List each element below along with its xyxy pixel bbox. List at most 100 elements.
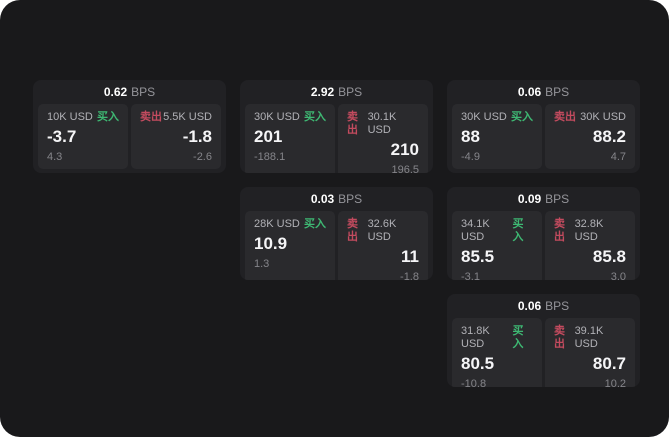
buy-change-value: -188.1 [254,151,286,163]
sell-size-label: 5.5K USD [163,111,212,123]
quote-card: 0.03 BPS 28K USD 买入 10.9 1.3 卖出 32.6K US… [240,187,433,280]
bps-unit-label: BPS [338,85,363,99]
buy-sell-panels: 31.8K USD 买入 80.5 -10.8 卖出 39.1K USD 80.… [447,318,640,387]
buy-sell-panels: 34.1K USD 买入 85.5 -3.1 卖出 32.8K USD 85.8… [447,211,640,280]
sell-panel[interactable]: 卖出 30.1K USD 210 196.5 [338,104,428,173]
buy-badge: 买入 [304,218,326,230]
sell-size-label: 32.8K USD [574,218,604,243]
sell-size-label: 30K USD [580,111,626,123]
sell-badge: 卖出 [347,111,358,136]
sell-size-label: 30.1K USD [367,111,397,136]
buy-label-row: 28K USD 买入 [254,218,326,231]
buy-label-row: 10K USD 买入 [47,111,119,124]
sell-panel[interactable]: 卖出 5.5K USD -1.8 -2.6 [131,104,221,169]
buy-panel[interactable]: 28K USD 买入 10.9 1.3 [245,211,335,280]
buy-change-value: 4.3 [47,151,63,163]
sell-price-value: 88.2 [592,127,626,146]
buy-price-value: 10.9 [254,234,288,253]
sell-badge: 卖出 [554,111,576,123]
buy-badge: 买入 [512,218,524,243]
bps-value: 0.03 [310,192,335,206]
bps-header: 0.06 BPS [447,294,640,318]
sell-price-value: -1.8 [182,127,212,146]
buy-label-row: 34.1K USD 买入 [461,218,533,244]
buy-label-row: 30K USD 买入 [254,111,326,124]
bps-value: 0.06 [517,85,542,99]
sell-price-value: 11 [401,247,419,266]
bps-value: 2.92 [310,85,335,99]
buy-badge: 买入 [304,111,326,123]
bps-header: 2.92 BPS [240,80,433,104]
buy-label-row: 30K USD 买入 [461,111,533,124]
sell-label-row: 卖出 32.8K USD [554,218,626,244]
buy-badge: 买入 [512,325,524,350]
sell-change-value: 196.5 [391,164,419,173]
buy-size-label: 34.1K USD [461,218,490,243]
buy-label-row: 31.8K USD 买入 [461,325,533,351]
buy-change-value: -4.9 [461,151,480,163]
quote-card-grid: 0.62 BPS 10K USD 买入 -3.7 4.3 卖出 5.5K USD [33,80,640,387]
buy-price-value: 85.5 [461,247,495,266]
bps-unit-label: BPS [338,192,363,206]
buy-panel[interactable]: 10K USD 买入 -3.7 4.3 [38,104,128,169]
quote-card: 0.06 BPS 30K USD 买入 88 -4.9 卖出 30K USD [447,80,640,173]
buy-panel[interactable]: 31.8K USD 买入 80.5 -10.8 [452,318,542,387]
quote-card: 0.62 BPS 10K USD 买入 -3.7 4.3 卖出 5.5K USD [33,80,226,173]
quote-card: 0.09 BPS 34.1K USD 买入 85.5 -3.1 卖出 32.8K… [447,187,640,280]
bps-value: 0.06 [517,299,542,313]
sell-change-value: 10.2 [604,378,626,387]
sell-label-row: 卖出 39.1K USD [554,325,626,351]
sell-panel[interactable]: 卖出 32.8K USD 85.8 3.0 [545,211,635,280]
buy-price-value: -3.7 [47,127,77,146]
sell-size-label: 32.6K USD [367,218,397,243]
sell-change-value: 3.0 [610,271,626,280]
sell-panel[interactable]: 卖出 30K USD 88.2 4.7 [545,104,635,169]
buy-change-value: 1.3 [254,258,270,270]
sell-badge: 卖出 [554,325,565,350]
bps-header: 0.62 BPS [33,80,226,104]
sell-panel[interactable]: 卖出 32.6K USD 11 -1.8 [338,211,428,280]
bps-unit-label: BPS [545,299,570,313]
buy-price-value: 88 [461,127,480,146]
sell-label-row: 卖出 5.5K USD [140,111,212,124]
quote-card: 0.06 BPS 31.8K USD 买入 80.5 -10.8 卖出 39.1… [447,294,640,387]
bps-unit-label: BPS [545,192,570,206]
sell-badge: 卖出 [347,218,358,243]
sell-change-value: -1.8 [400,271,419,280]
bps-unit-label: BPS [545,85,570,99]
buy-badge: 买入 [97,111,119,123]
sell-label-row: 卖出 30K USD [554,111,626,124]
buy-panel[interactable]: 30K USD 买入 201 -188.1 [245,104,335,173]
sell-panel[interactable]: 卖出 39.1K USD 80.7 10.2 [545,318,635,387]
buy-badge: 买入 [511,111,533,123]
sell-price-value: 85.8 [592,247,626,266]
buy-change-value: -3.1 [461,271,480,280]
buy-size-label: 10K USD [47,111,93,123]
bps-value: 0.09 [517,192,542,206]
sell-change-value: -2.6 [193,151,212,163]
bps-value: 0.62 [103,85,128,99]
buy-sell-panels: 10K USD 买入 -3.7 4.3 卖出 5.5K USD -1.8 -2.… [33,104,226,173]
buy-price-value: 201 [254,127,283,146]
sell-badge: 卖出 [140,111,162,123]
buy-size-label: 31.8K USD [461,325,490,350]
buy-price-value: 80.5 [461,354,495,373]
buy-panel[interactable]: 34.1K USD 买入 85.5 -3.1 [452,211,542,280]
bps-unit-label: BPS [131,85,156,99]
sell-price-value: 210 [390,140,419,159]
bps-header: 0.09 BPS [447,187,640,211]
buy-change-value: -10.8 [461,378,487,387]
buy-size-label: 30K USD [461,111,507,123]
sell-size-label: 39.1K USD [574,325,604,350]
buy-panel[interactable]: 30K USD 买入 88 -4.9 [452,104,542,169]
buy-sell-panels: 30K USD 买入 201 -188.1 卖出 30.1K USD 210 1… [240,104,433,173]
sell-label-row: 卖出 32.6K USD [347,218,419,244]
sell-label-row: 卖出 30.1K USD [347,111,419,137]
buy-sell-panels: 28K USD 买入 10.9 1.3 卖出 32.6K USD 11 -1.8 [240,211,433,280]
bps-header: 0.06 BPS [447,80,640,104]
buy-size-label: 28K USD [254,218,300,230]
buy-sell-panels: 30K USD 买入 88 -4.9 卖出 30K USD 88.2 4.7 [447,104,640,173]
quote-card: 2.92 BPS 30K USD 买入 201 -188.1 卖出 30.1K … [240,80,433,173]
sell-badge: 卖出 [554,218,565,243]
